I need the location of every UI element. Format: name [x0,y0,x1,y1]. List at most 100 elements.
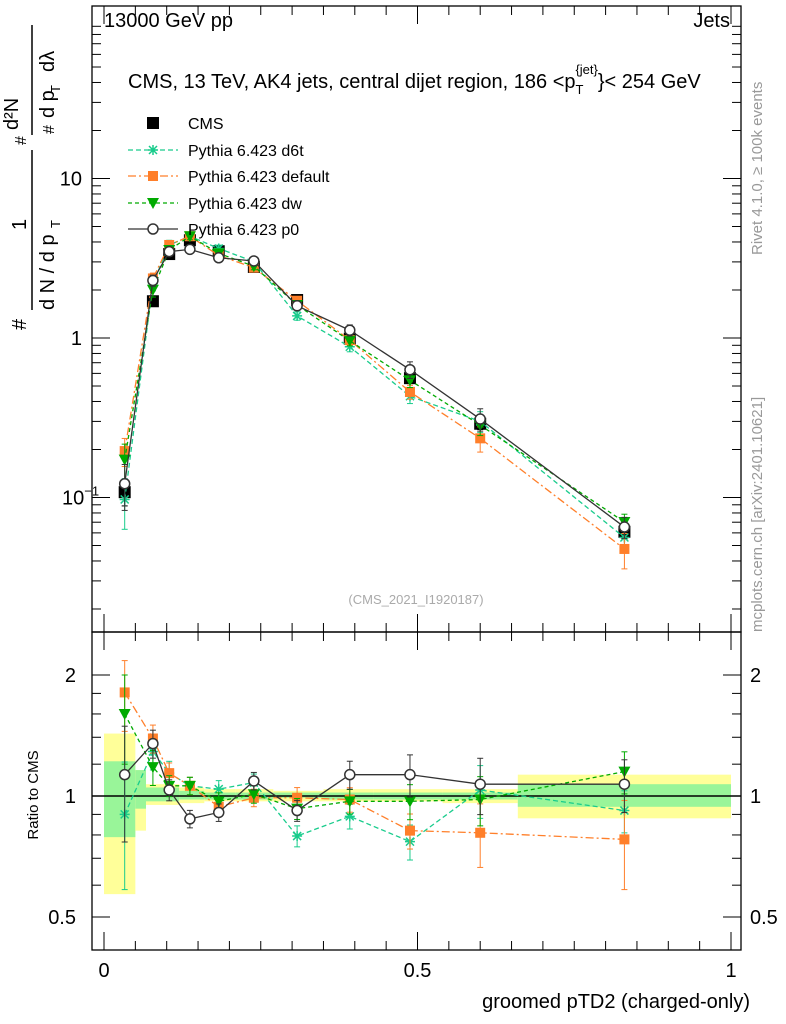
svg-text:d p: d p [37,90,59,118]
circle-marker [474,413,486,425]
legend-label: Pythia 6.423 d6t [188,143,304,160]
triangle-marker [403,375,416,387]
y-tick-label: 10−1 [62,484,99,510]
circle-marker [344,768,356,781]
triangle-marker [146,284,159,296]
svg-text:dλ: dλ [37,51,59,72]
series-line [124,248,625,528]
star-marker [292,831,303,842]
mc-series-3 [118,243,631,539]
legend-label: Pythia 6.423 dw [188,196,302,213]
star-marker [213,784,224,795]
square-marker [164,239,175,250]
ratio-plot-frame [91,631,742,951]
star-marker [344,811,355,822]
circle-marker [147,737,159,750]
stat-uncertainty-band [135,770,147,809]
circle-marker [147,274,159,287]
circle-marker [184,243,196,256]
mc-series-0 [119,231,630,547]
svg-text:#: # [13,136,30,145]
mc-series-1 [119,231,630,570]
square-marker [164,768,175,779]
legend-label: CMS [188,116,224,133]
plot-title: CMS, 13 TeV, AK4 jets, central dijet reg… [128,62,701,97]
circle-marker [291,804,303,817]
square-marker [292,792,303,803]
circle-marker [618,521,631,533]
x-axis-label: groomed pTD2 (charged-only) [482,991,750,1013]
triangle-marker [343,335,356,347]
square-marker [404,386,415,397]
square-marker [404,825,415,836]
axes: 10−1 1 10 0.5 0.5 1 1 2 2 0 0.5 1 [48,5,778,982]
category-label: Jets [693,10,730,32]
circle-marker [147,223,159,235]
triangle-marker [343,796,356,808]
circle-marker [344,324,356,336]
circle-marker [248,775,260,787]
square-marker [475,433,486,444]
triangle-marker [183,231,196,243]
square-marker [619,834,630,845]
triangle-marker [247,789,260,801]
star-marker [292,310,303,321]
mc-series-2 [118,231,631,532]
square-marker [619,543,630,554]
energy-label: 13000 GeV pp [104,10,233,32]
triangle-marker [146,762,159,774]
square-marker [148,171,158,181]
legend-label: Pythia 6.423 default [188,169,330,186]
circle-marker [212,806,225,819]
square-marker [475,827,486,838]
svg-text:d²N: d²N [1,98,23,130]
y-tick-label: 10 [60,169,82,191]
legend-item-1: Pythia 6.423 default [128,169,330,186]
ratio-y-tick-label-right: 2 [750,665,761,687]
cms-data-series [118,234,631,540]
mc-ratio-series-3 [118,725,631,843]
legend-item-3: Pythia 6.423 p0 [128,222,299,239]
ratio-y-tick-label-right: 0.5 [750,907,778,929]
circle-marker [474,778,486,790]
ratio-y-axis-label: Ratio to CMS [25,750,42,839]
circle-marker [404,768,416,781]
series-line [124,235,625,523]
svg-text:#: # [41,125,58,134]
triangle-marker [403,796,416,808]
triangle-marker [118,708,131,720]
analysis-watermark: (CMS_2021_I1920187) [348,592,483,607]
ratio-y-tick-label: 1 [65,786,76,808]
triangle-marker [147,198,159,209]
svg-text:#: # [9,318,31,330]
triangle-marker [212,796,225,808]
y-tick-label: 1 [71,328,82,350]
legend-item-2: Pythia 6.423 dw [128,196,302,213]
triangle-marker [118,454,131,466]
svg-text:d N / d p: d N / d p [37,234,59,310]
triangle-marker [183,780,196,792]
series-line [124,235,625,550]
circle-marker [118,768,131,781]
circle-marker [163,245,175,258]
x-tick-label: 0 [98,960,109,982]
source-label: mcplots.cern.ch [arXiv:2401.10621] [749,397,766,632]
legend-item-cms: CMS [147,116,224,133]
circle-marker [212,252,225,264]
legend: CMS Pythia 6.423 d6t Pythia 6.423 default P… [128,116,330,239]
svg-text:T: T [48,85,63,93]
circle-marker [291,300,303,312]
y-axis-label: # 1 d N / d p T # d²N # d p T dλ [1,25,63,330]
circle-marker [118,477,131,490]
ratio-y-tick-label: 0.5 [48,907,76,929]
ratio-y-tick-label: 2 [65,665,76,687]
series-line [124,235,625,539]
circle-marker [404,363,416,376]
x-tick-label: 0.5 [404,960,432,982]
main-plot-frame [91,5,742,633]
svg-text:1: 1 [9,219,31,230]
circle-marker [184,813,196,825]
ratio-y-tick-label-right: 1 [750,786,761,808]
svg-text:T: T [48,220,63,228]
